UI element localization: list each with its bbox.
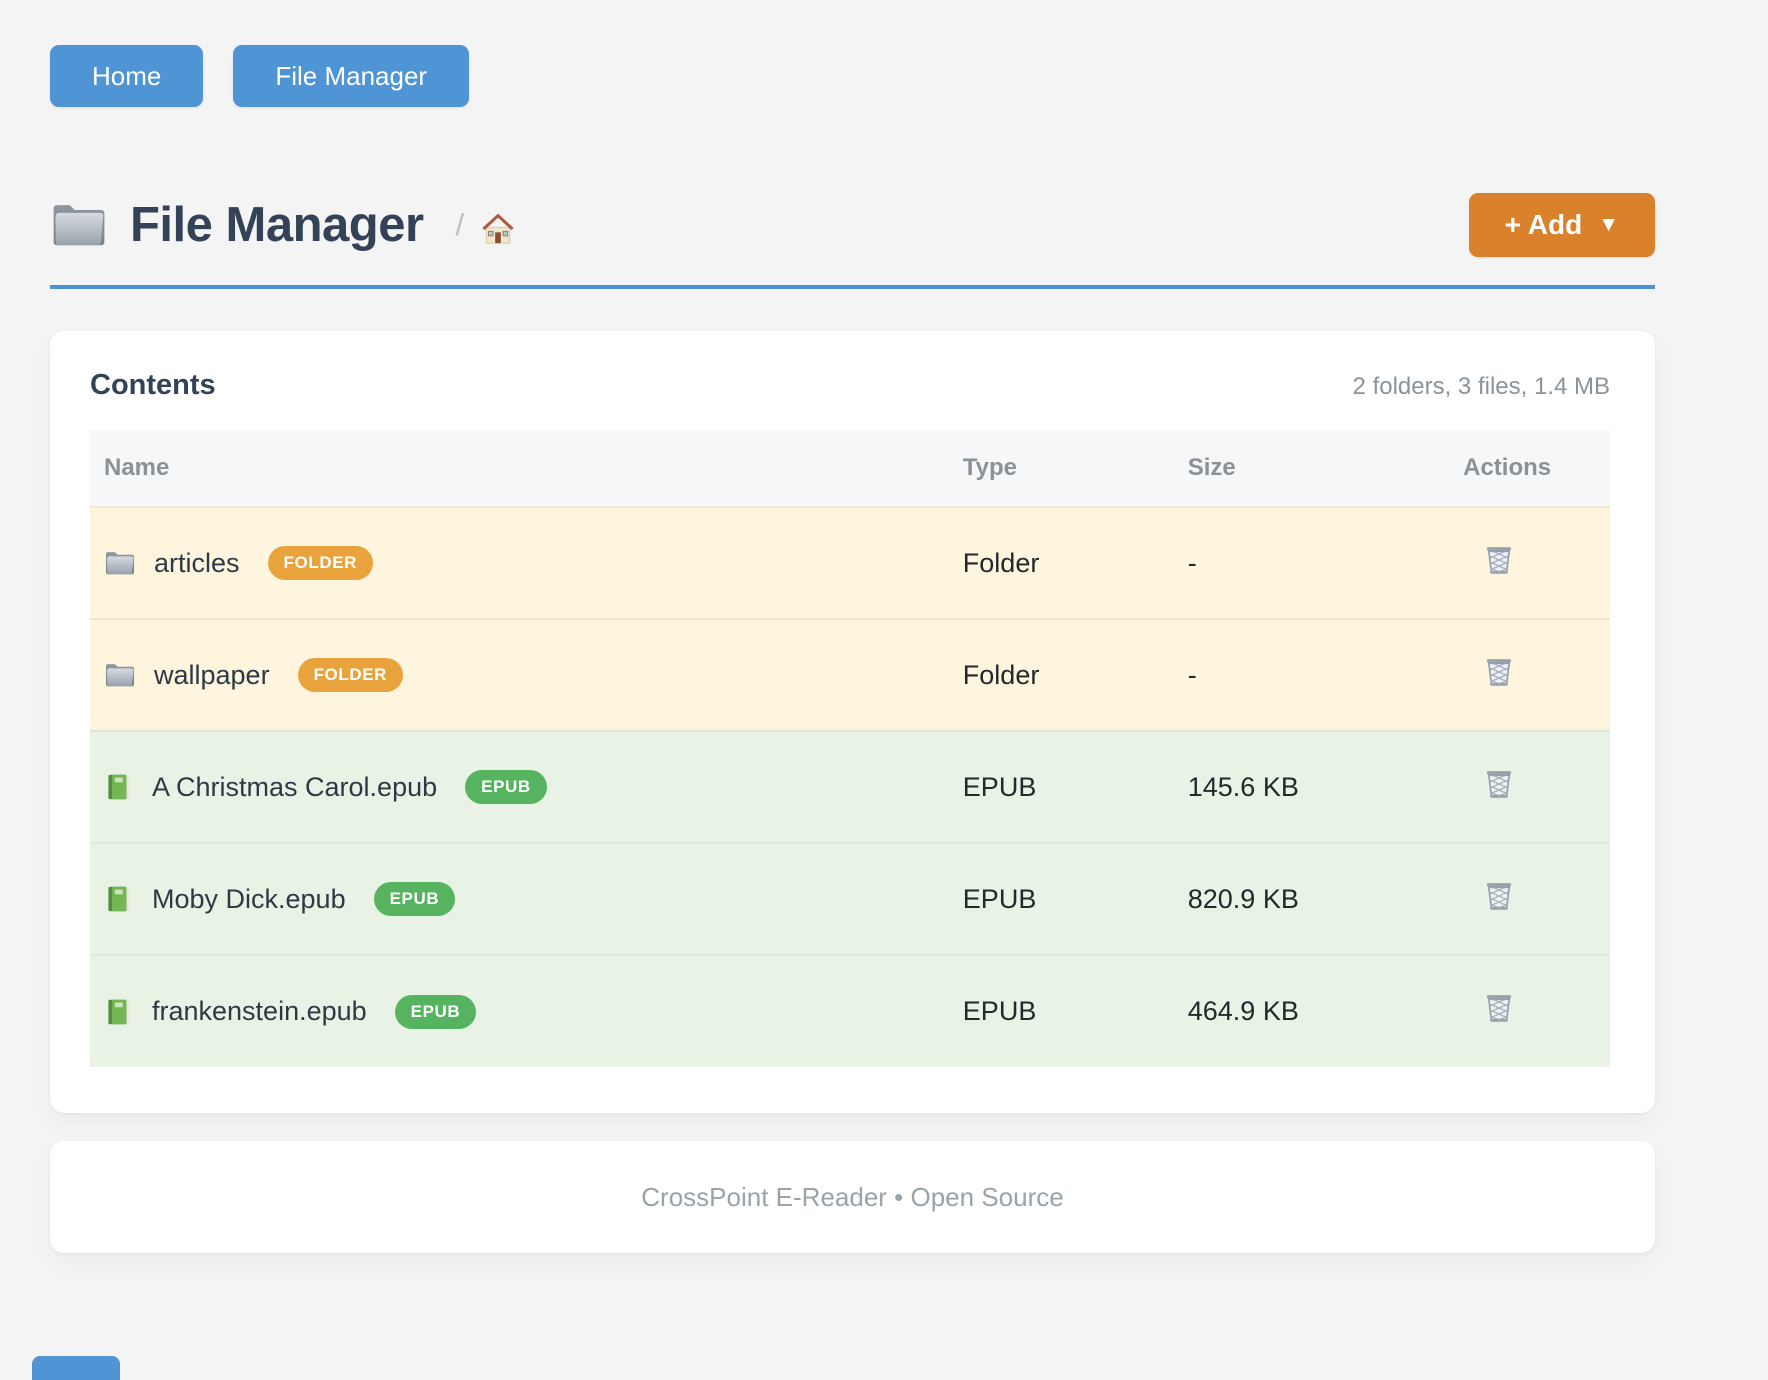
file-type: EPUB (962, 996, 1037, 1026)
epub-badge: EPUB (373, 882, 456, 916)
table-row-wallpaper[interactable]: wallpaper FOLDER Folder - (90, 619, 1610, 731)
file-manager-button[interactable]: File Manager (233, 45, 470, 107)
table-row-moby-dick[interactable]: Moby Dick.epub EPUB EPUB 820.9 KB (90, 843, 1610, 955)
folder-icon (106, 664, 134, 687)
file-size: 820.9 KB (1187, 883, 1299, 914)
folder-badge: FOLDER (267, 546, 374, 580)
file-name[interactable]: A Christmas Carol.epub (152, 771, 438, 802)
delete-button[interactable] (1481, 990, 1517, 1026)
caret-down-icon: ▼ (1598, 213, 1619, 236)
delete-button[interactable] (1481, 766, 1517, 802)
file-type: Folder (962, 659, 1040, 690)
breadcrumb-separator: / (455, 207, 465, 242)
add-button-label: + Add (1504, 209, 1583, 240)
cutoff-home-button[interactable] (32, 1356, 120, 1380)
page-header: File Manager / + Add ▼ (50, 193, 1655, 257)
column-header-size: Size (1173, 430, 1430, 507)
files-table: Name Type Size Actions articles (90, 430, 1610, 1067)
delete-button[interactable] (1481, 878, 1517, 914)
file-name[interactable]: wallpaper (154, 659, 270, 690)
title-divider (50, 285, 1655, 289)
folder-badge: FOLDER (297, 658, 404, 692)
delete-button[interactable] (1481, 542, 1517, 578)
table-row-articles[interactable]: articles FOLDER Folder - (90, 507, 1610, 619)
file-type: Folder (962, 547, 1040, 578)
footer-text: CrossPoint E-Reader • Open Source (641, 1181, 1064, 1212)
epub-badge: EPUB (394, 994, 477, 1029)
file-size: - (1187, 659, 1197, 690)
contents-card: Contents 2 folders, 3 files, 1.4 MB Name… (50, 331, 1655, 1113)
file-name[interactable]: frankenstein.epub (152, 996, 367, 1026)
delete-button[interactable] (1481, 654, 1517, 690)
trash-icon (1487, 995, 1512, 1022)
folder-icon (106, 552, 134, 575)
table-row-christmas-carol[interactable]: A Christmas Carol.epub EPUB EPUB 145.6 K… (90, 731, 1610, 843)
contents-summary: 2 folders, 3 files, 1.4 MB (1352, 373, 1610, 400)
file-name[interactable]: Moby Dick.epub (152, 883, 346, 914)
add-button[interactable]: + Add ▼ (1468, 193, 1655, 257)
trash-icon (1487, 882, 1512, 910)
file-size: - (1187, 547, 1197, 578)
table-row-frankenstein[interactable]: frankenstein.epub EPUB EPUB 464.9 KB (90, 955, 1610, 1067)
column-header-type: Type (948, 430, 1174, 507)
epub-badge: EPUB (465, 770, 547, 804)
book-icon (108, 999, 130, 1024)
file-type: EPUB (962, 771, 1037, 802)
column-header-actions: Actions (1429, 430, 1610, 507)
file-name[interactable]: articles (154, 547, 240, 578)
file-type: EPUB (962, 883, 1037, 914)
trash-icon (1487, 546, 1512, 574)
book-icon (108, 774, 130, 800)
footer: CrossPoint E-Reader • Open Source (50, 1141, 1655, 1253)
home-button[interactable]: Home (50, 45, 204, 107)
contents-heading: Contents (90, 369, 216, 401)
breadcrumb: / (456, 201, 519, 249)
trash-icon (1487, 770, 1512, 798)
book-icon (108, 886, 130, 912)
column-header-name: Name (90, 430, 949, 507)
page-title: File Manager (130, 198, 424, 252)
top-nav: Home File Manager (50, 45, 1655, 107)
file-size: 464.9 KB (1187, 996, 1299, 1026)
home-icon[interactable] (478, 209, 518, 249)
folder-icon (53, 205, 105, 246)
table-header-row: Name Type Size Actions (90, 430, 1610, 507)
trash-icon (1487, 658, 1512, 686)
file-size: 145.6 KB (1187, 771, 1299, 802)
